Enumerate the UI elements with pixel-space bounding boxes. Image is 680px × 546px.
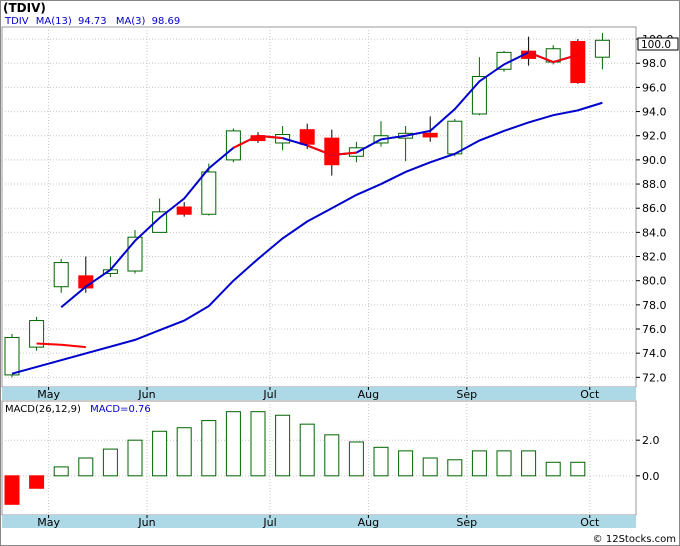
candle-up xyxy=(4,336,20,376)
price-tick-label: 88.0 xyxy=(642,178,667,191)
macd-bar-positive xyxy=(496,450,512,477)
candle-up xyxy=(152,211,168,233)
macd-bar-positive xyxy=(545,461,561,477)
ma3-down-segment xyxy=(257,134,283,140)
macd-bar-positive xyxy=(78,457,94,477)
legend-ma-long: MA(13) xyxy=(36,16,72,27)
price-tick-label: 98.0 xyxy=(642,57,667,70)
chart-title: (TDIV) xyxy=(3,1,46,15)
price-tick-label: 90.0 xyxy=(642,154,667,167)
candle-up xyxy=(53,262,69,288)
date-label: Aug xyxy=(358,388,379,401)
macd-bar-positive xyxy=(201,420,217,477)
price-tick-label: 92.0 xyxy=(642,130,667,143)
date-label: May xyxy=(37,388,60,401)
macd-date-label: Sep xyxy=(456,516,477,529)
macd-bar-positive xyxy=(53,466,69,477)
price-legend: TDIV MA(13) 94.73 MA(3) 98.69 xyxy=(4,16,180,27)
macd-bar-positive xyxy=(250,411,266,477)
legend-ticker: TDIV xyxy=(4,16,29,27)
last-price-label: 100.0 xyxy=(641,39,671,51)
footer-copyright: © 12Stocks.com xyxy=(593,534,676,545)
ma13-line xyxy=(11,101,603,375)
macd-bar-positive xyxy=(398,450,414,477)
macd-bar-positive xyxy=(422,457,438,477)
moving-averages xyxy=(11,51,603,375)
macd-bar-positive xyxy=(275,414,291,477)
price-grid xyxy=(2,27,636,387)
macd-date-label: May xyxy=(37,516,60,529)
macd-date-label: Aug xyxy=(358,516,379,529)
macd-date-label: Jul xyxy=(262,516,276,529)
macd-tick-label: 0.0 xyxy=(642,470,660,483)
candle-up xyxy=(201,171,217,215)
candle-down xyxy=(422,132,438,138)
date-axis-labels: May Jun Jul Aug Sep Oct xyxy=(37,387,600,401)
price-tick-label: 94.0 xyxy=(642,106,667,119)
macd-y-axis: 0.0 2.0 xyxy=(636,434,660,483)
macd-bar-negative xyxy=(4,475,20,505)
macd-bar-positive xyxy=(348,441,364,477)
macd-date-label: Oct xyxy=(580,516,600,529)
ma3-early-segment xyxy=(36,342,86,349)
macd-legend: MACD(26,12,9) MACD=0.76 xyxy=(5,404,151,415)
macd-bar-positive xyxy=(176,427,192,477)
candle-up xyxy=(29,320,45,348)
macd-date-axis-strip xyxy=(2,515,636,528)
macd-bars xyxy=(4,411,586,505)
last-price-box xyxy=(637,37,679,51)
macd-bar-positive xyxy=(225,411,241,477)
price-tick-label: 82.0 xyxy=(642,251,667,264)
macd-panel xyxy=(1,400,637,516)
date-label: Sep xyxy=(456,388,477,401)
ma3-down-segment xyxy=(306,144,333,156)
macd-bar-positive xyxy=(373,446,389,477)
candle-down xyxy=(176,206,192,215)
price-y-axis: 72.0 74.0 76.0 78.0 80.0 82.0 84.0 86.0 88.0 90.0… xyxy=(636,33,674,384)
macd-date-label: Jun xyxy=(137,516,155,529)
price-tick-label: 86.0 xyxy=(642,202,667,215)
price-tick-label: 80.0 xyxy=(642,275,667,288)
ma3-down-segment xyxy=(232,134,259,149)
price-tick-label: 74.0 xyxy=(642,347,667,360)
price-candles xyxy=(4,33,610,378)
candle-down xyxy=(299,129,315,145)
candle-down xyxy=(570,40,586,84)
candle-up xyxy=(594,39,610,58)
price-tick-label: 96.0 xyxy=(642,81,667,94)
legend-ma-short-value: 98.69 xyxy=(152,16,181,27)
ma3-down-segment xyxy=(528,51,554,63)
macd-bar-positive xyxy=(447,459,463,477)
legend-ma-short: MA(3) xyxy=(116,16,146,27)
macd-bar-negative xyxy=(29,475,45,489)
date-label: Jul xyxy=(262,388,276,401)
macd-bar-positive xyxy=(152,430,168,477)
price-tick-label: 72.0 xyxy=(642,371,667,384)
macd-date-axis-labels: May Jun Jul Aug Sep Oct xyxy=(37,515,600,529)
macd-bar-positive xyxy=(521,450,537,477)
macd-legend-name: MACD(26,12,9) xyxy=(5,404,81,415)
price-tick-label: 76.0 xyxy=(642,323,667,336)
macd-bar-positive xyxy=(102,448,118,477)
price-panel xyxy=(1,26,637,388)
macd-tick-label: 2.0 xyxy=(642,434,660,447)
macd-bar-positive xyxy=(471,450,487,477)
macd-bar-positive xyxy=(127,439,143,477)
macd-bar-positive xyxy=(324,434,340,477)
price-tick-label: 78.0 xyxy=(642,299,667,312)
candle-down xyxy=(324,137,340,166)
price-tick-label: 84.0 xyxy=(642,226,667,239)
date-label: Oct xyxy=(580,388,600,401)
macd-bar-positive xyxy=(570,461,586,477)
macd-legend-value: MACD=0.76 xyxy=(90,404,151,415)
date-label: Jun xyxy=(137,388,155,401)
macd-bar-positive xyxy=(299,423,315,477)
ma3-down-segment xyxy=(331,151,357,157)
date-axis-strip xyxy=(2,387,636,400)
ma3-down-segment xyxy=(552,53,579,63)
legend-ma-long-value: 94.73 xyxy=(78,16,107,27)
candle-up xyxy=(447,120,463,155)
